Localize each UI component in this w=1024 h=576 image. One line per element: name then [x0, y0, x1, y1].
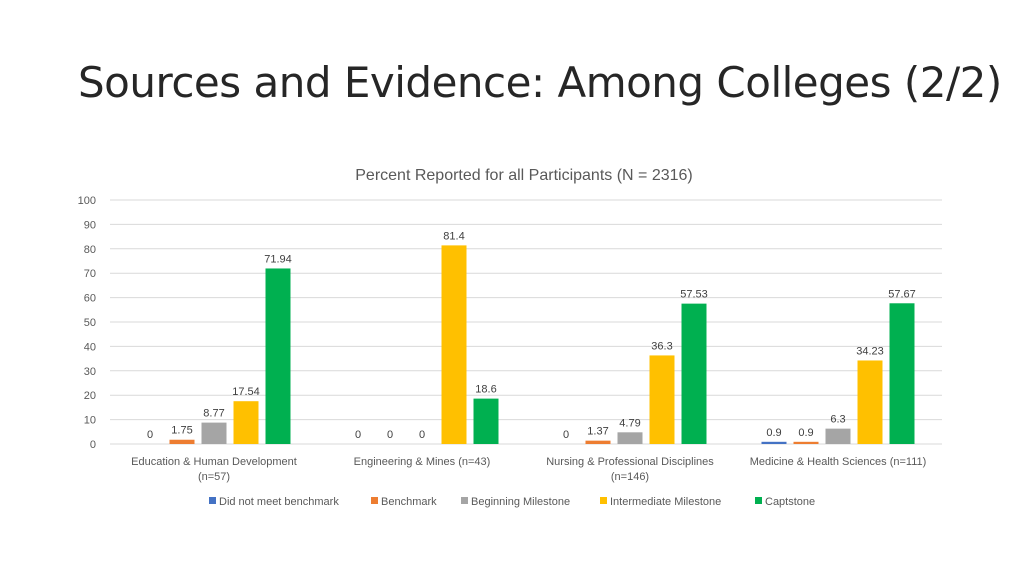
- slide-title: Sources and Evidence: Among Colleges (2/…: [78, 58, 1002, 107]
- data-label: 0: [355, 429, 361, 441]
- data-label: 0.9: [766, 427, 781, 439]
- data-label: 17.54: [232, 386, 260, 398]
- x-category-label: Nursing & Professional Disciplines: [546, 456, 714, 468]
- bar: [889, 303, 915, 444]
- bar: [441, 245, 467, 444]
- data-label: 36.3: [651, 340, 672, 352]
- bar: [473, 398, 499, 444]
- bar: [233, 401, 259, 444]
- legend-swatch: [600, 497, 607, 504]
- data-label: 71.94: [264, 253, 292, 265]
- x-category-label: (n=57): [198, 471, 230, 483]
- y-tick-label: 40: [84, 341, 96, 353]
- bar: [169, 439, 195, 444]
- data-label: 0: [563, 429, 569, 441]
- bar: [585, 440, 611, 444]
- data-label: 6.3: [830, 414, 845, 426]
- data-label: 0: [419, 429, 425, 441]
- y-tick-label: 10: [84, 415, 96, 427]
- data-label: 0: [147, 429, 153, 441]
- x-category-label: Education & Human Development: [131, 456, 297, 468]
- data-label: 34.23: [856, 345, 884, 357]
- legend-label: Beginning Milestone: [471, 496, 570, 508]
- data-label: 8.77: [203, 408, 224, 420]
- y-tick-label: 60: [84, 293, 96, 305]
- data-label: 81.4: [443, 230, 464, 242]
- bar: [681, 303, 707, 444]
- x-category-label: (n=146): [611, 471, 649, 483]
- bar: [265, 268, 291, 444]
- x-category-label: Medicine & Health Sciences (n=111): [750, 456, 927, 468]
- y-tick-label: 20: [84, 390, 96, 402]
- x-category-label: Engineering & Mines (n=43): [354, 456, 491, 468]
- data-label: 57.53: [680, 289, 708, 301]
- data-label: 0: [387, 429, 393, 441]
- legend-swatch: [209, 497, 216, 504]
- legend-swatch: [371, 497, 378, 504]
- data-label: 57.67: [888, 288, 916, 300]
- legend-label: Benchmark: [381, 496, 437, 508]
- legend-label: Did not meet benchmark: [219, 496, 339, 508]
- data-label: 0.9: [798, 427, 813, 439]
- bar: [649, 355, 675, 444]
- bar: [793, 441, 819, 444]
- bar: [761, 441, 787, 444]
- data-label: 1.37: [587, 426, 608, 438]
- legend-swatch: [755, 497, 762, 504]
- y-tick-label: 90: [84, 219, 96, 231]
- bar: [857, 360, 883, 444]
- legend-label: Intermediate Milestone: [610, 496, 721, 508]
- y-tick-label: 0: [90, 439, 96, 451]
- y-tick-label: 100: [78, 195, 96, 207]
- y-tick-label: 80: [84, 244, 96, 256]
- y-tick-label: 30: [84, 366, 96, 378]
- chart-title: Percent Reported for all Participants (N…: [355, 167, 693, 184]
- y-tick-label: 70: [84, 268, 96, 280]
- data-label: 1.75: [171, 425, 192, 437]
- data-label: 4.79: [619, 417, 640, 429]
- bar: [825, 428, 851, 444]
- y-tick-label: 50: [84, 317, 96, 329]
- bar: [617, 432, 643, 444]
- legend-swatch: [461, 497, 468, 504]
- data-label: 18.6: [475, 384, 496, 396]
- bar: [201, 422, 227, 444]
- legend-label: Captstone: [765, 496, 815, 508]
